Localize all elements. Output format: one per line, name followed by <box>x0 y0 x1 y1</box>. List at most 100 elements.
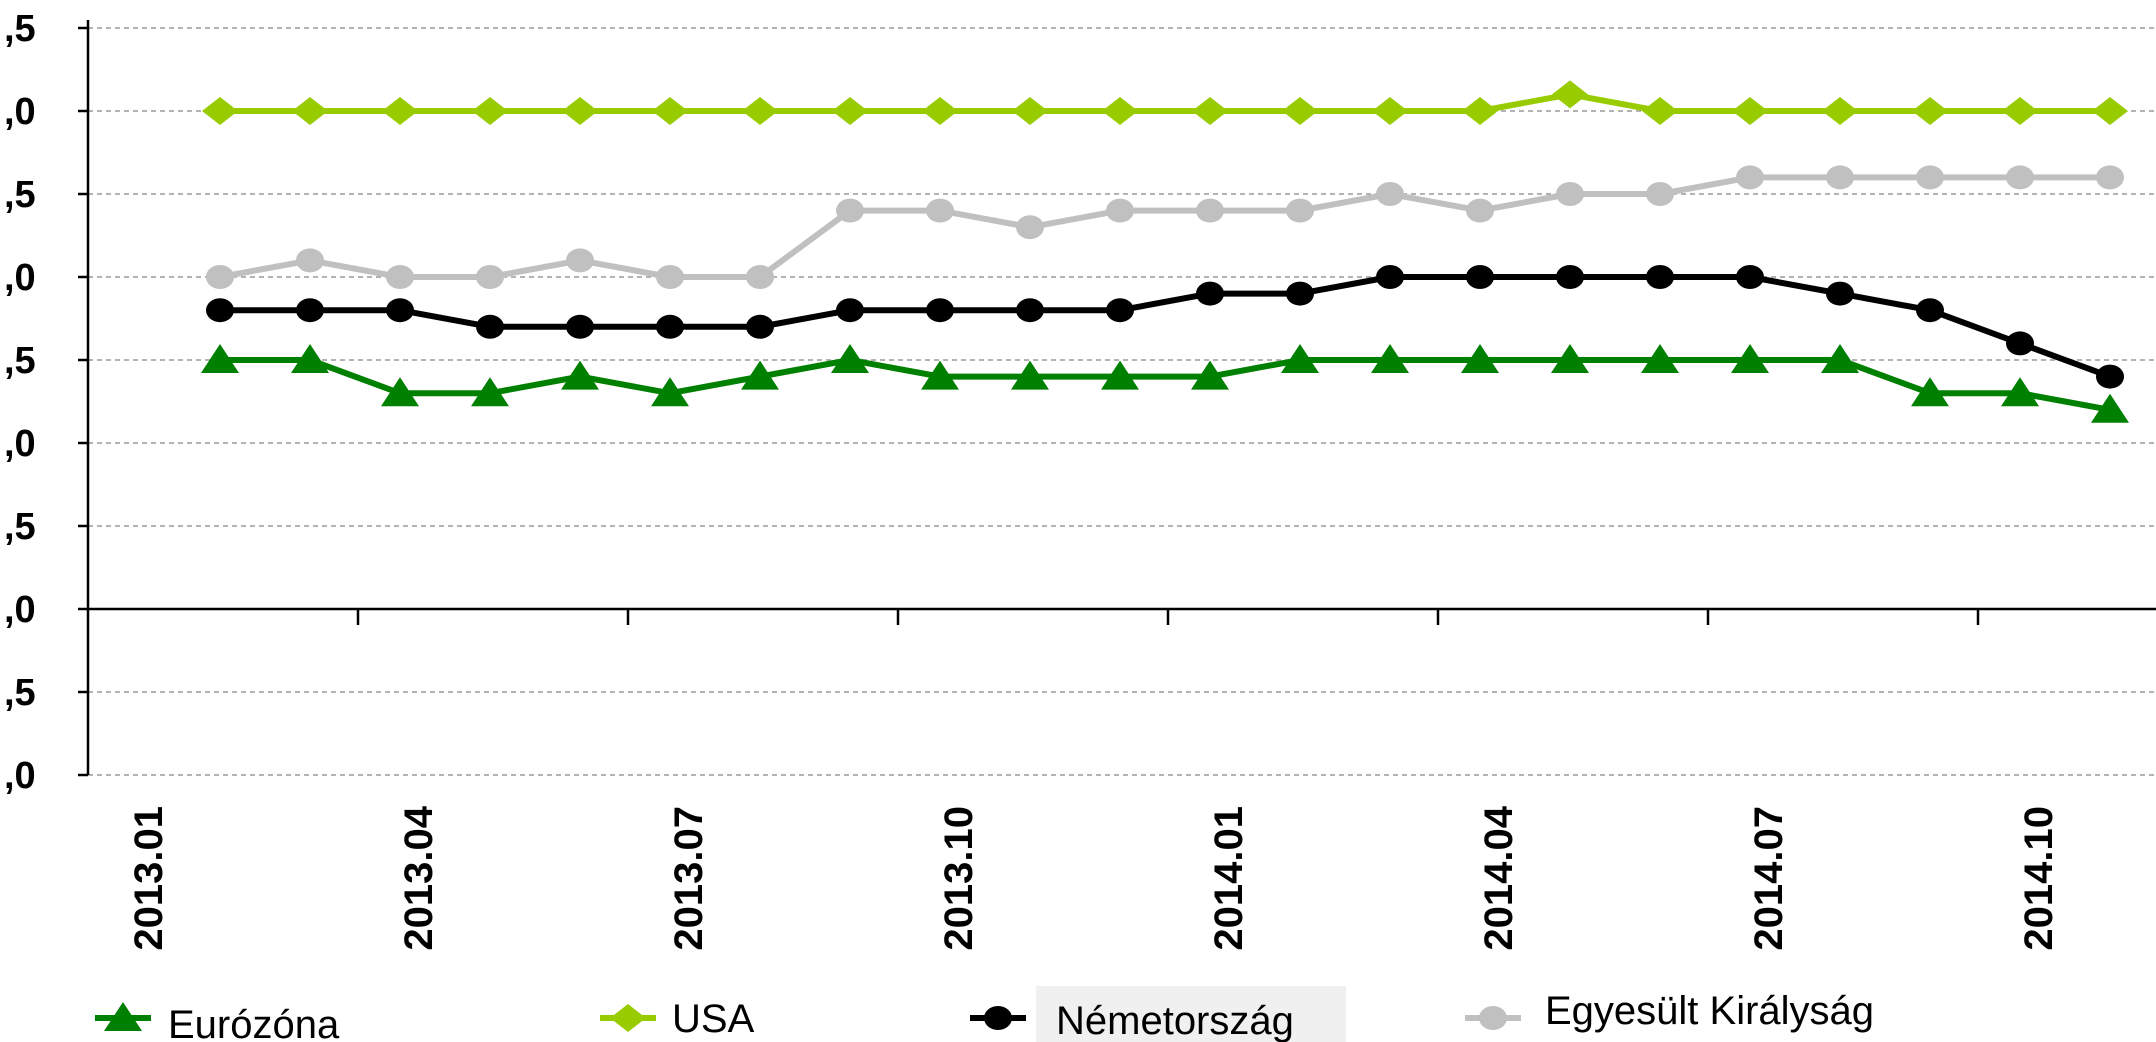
series-1-point-12 <box>1282 97 1318 125</box>
series-0-point-18 <box>1821 344 1859 373</box>
x-tick-label-2: 2013.07 <box>667 806 711 951</box>
legend: Eurózóna USA Németország Egyesült Királyság <box>95 986 1874 1042</box>
series-2-point-0 <box>206 298 234 323</box>
series-3-point-14 <box>1466 198 1494 223</box>
legend-label-3: Egyesült Királyság <box>1545 989 1874 1033</box>
series-1-point-9 <box>1012 97 1048 125</box>
series-0-point-13 <box>1371 344 1409 373</box>
series-0-point-12 <box>1281 344 1319 373</box>
series-2-point-6 <box>746 314 774 339</box>
series-2-point-8 <box>926 298 954 323</box>
series-0-point-3 <box>471 377 509 407</box>
series-3-point-12 <box>1286 198 1314 223</box>
series-0-point-6 <box>741 360 779 390</box>
legend-highlight-box <box>1036 986 1346 1042</box>
series-2 <box>206 265 2124 389</box>
series-2-point-18 <box>1826 281 1854 306</box>
legend-swatch-marker-2 <box>984 1006 1012 1030</box>
series-0-point-2 <box>381 377 419 407</box>
series-2-point-16 <box>1646 265 1674 289</box>
series-3-point-16 <box>1646 182 1674 206</box>
series-2-point-14 <box>1466 265 1494 289</box>
series-1-point-2 <box>382 97 418 125</box>
x-tick-label-0: 2013.01 <box>127 806 171 951</box>
x-tick-label-1: 2013.04 <box>397 805 441 950</box>
series-line-2 <box>220 274 2112 380</box>
series-3-point-21 <box>2096 165 2124 190</box>
series-0-point-0 <box>201 344 239 373</box>
series-1-point-18 <box>1822 97 1858 125</box>
series-3-point-8 <box>926 198 954 223</box>
series-3-point-19 <box>1916 165 1944 190</box>
series-3-point-0 <box>206 265 234 289</box>
series-1-point-4 <box>562 97 598 125</box>
y-tick-label-7: ,5 <box>4 174 36 216</box>
series-0-point-10 <box>1101 360 1139 390</box>
series-2-point-4 <box>566 314 594 339</box>
series-group <box>201 80 2129 423</box>
x-axis-ticks: 2013.01 2013.04 2013.07 2013.10 2014.01 2014.… <box>127 609 2061 951</box>
x-tick-label-5: 2014.04 <box>1477 805 1521 950</box>
series-2-point-15 <box>1556 265 1584 289</box>
series-2-point-19 <box>1916 298 1944 323</box>
series-2-point-17 <box>1736 265 1764 289</box>
series-3-point-15 <box>1556 182 1584 206</box>
series-line-0 <box>220 357 2111 413</box>
series-0-point-9 <box>1011 360 1049 390</box>
series-1-point-17 <box>1732 97 1768 125</box>
series-1-point-0 <box>202 97 238 125</box>
y-tick-label-8: ,0 <box>4 91 36 133</box>
series-1-point-8 <box>922 97 958 125</box>
series-1-point-13 <box>1372 97 1408 125</box>
series-0-point-16 <box>1641 344 1679 373</box>
legend-label-2: Németország <box>1056 999 1294 1042</box>
series-2-point-7 <box>836 298 864 323</box>
series-1-point-11 <box>1192 97 1228 125</box>
series-1-point-19 <box>1912 97 1948 125</box>
x-tick-label-6: 2014.07 <box>1747 806 1791 951</box>
y-tick-label-5: ,5 <box>4 340 36 382</box>
y-tick-label-2: ,0 <box>4 589 36 631</box>
series-2-point-5 <box>656 314 684 339</box>
series-0-point-11 <box>1191 360 1229 390</box>
series-2-point-12 <box>1286 281 1314 306</box>
series-1-point-20 <box>2002 97 2038 125</box>
series-0 <box>201 344 2129 423</box>
axes <box>86 20 2156 775</box>
y-tick-label-6: ,0 <box>4 257 36 299</box>
series-2-point-21 <box>2096 364 2124 389</box>
series-2-point-13 <box>1376 265 1404 289</box>
series-line-3 <box>219 174 2110 280</box>
y-tick-label-1: ,5 <box>4 672 36 714</box>
series-3 <box>206 165 2124 289</box>
legend-item-1: USA <box>600 997 755 1041</box>
series-3-point-1 <box>296 248 324 273</box>
series-3-point-10 <box>1106 198 1134 223</box>
series-1-point-14 <box>1462 97 1498 125</box>
series-3-point-13 <box>1376 182 1404 206</box>
series-3-point-17 <box>1736 165 1764 190</box>
x-tick-label-7: 2014.10 <box>2017 806 2061 951</box>
series-0-point-4 <box>561 360 599 390</box>
series-3-point-6 <box>746 265 774 289</box>
series-1-point-7 <box>832 97 868 125</box>
legend-item-2: Németország <box>970 986 1346 1042</box>
series-1-point-6 <box>742 97 778 125</box>
series-1-point-15 <box>1552 80 1588 109</box>
series-1 <box>202 80 2128 125</box>
legend-swatch-marker-0 <box>104 1002 142 1031</box>
y-tick-label-4: ,0 <box>4 423 36 465</box>
series-2-point-3 <box>476 314 504 339</box>
series-1-point-10 <box>1102 97 1138 125</box>
series-line-1 <box>220 91 2110 114</box>
series-0-point-19 <box>1911 377 1949 407</box>
series-3-point-3 <box>476 265 504 289</box>
series-0-point-1 <box>291 344 329 373</box>
legend-item-0: Eurózóna <box>95 1002 340 1042</box>
series-0-point-17 <box>1731 344 1769 373</box>
series-2-point-2 <box>386 298 414 323</box>
series-2-point-11 <box>1196 281 1224 306</box>
series-3-point-20 <box>2006 165 2034 190</box>
y-axis-ticks: ,0 ,5 ,0 ,5 ,0 ,5 ,0 ,5 ,0 ,5 <box>4 8 88 797</box>
